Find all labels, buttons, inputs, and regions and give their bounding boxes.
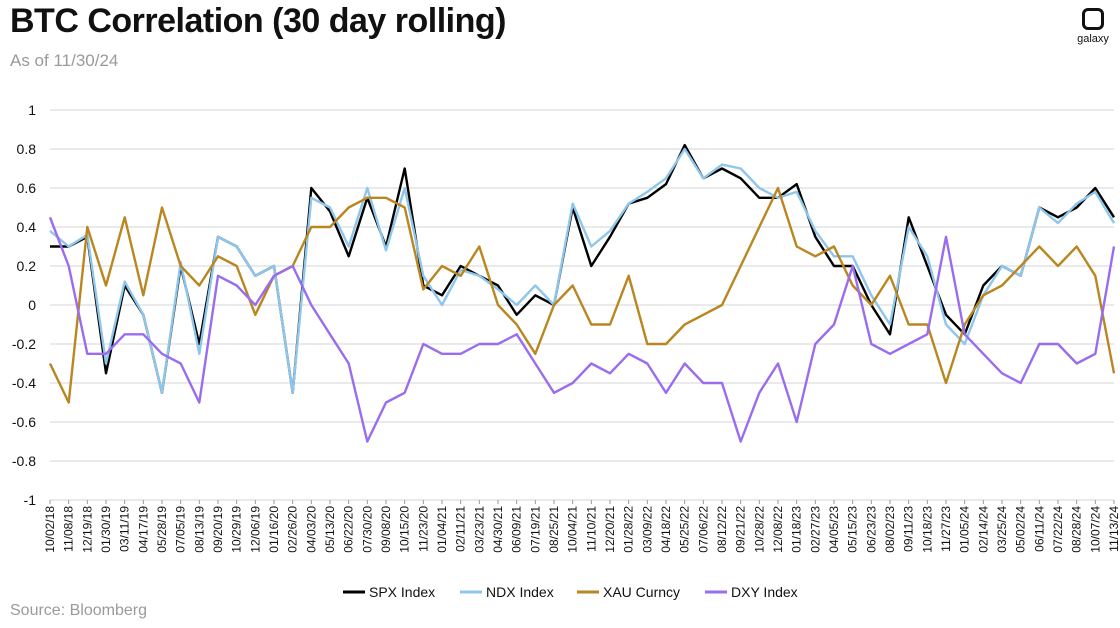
source-note: Source: Bloomberg: [10, 602, 147, 619]
x-tick-label: 09/11/23: [902, 506, 916, 552]
x-tick-label: 01/16/20: [267, 506, 281, 553]
y-tick-label: -0.8: [12, 453, 36, 469]
chart-title: BTC Correlation (30 day rolling): [10, 2, 506, 40]
galaxy-logo-text: galaxy: [1077, 33, 1109, 45]
legend: SPX Index NDX Index XAU Curncy DXY Index: [343, 584, 798, 600]
x-tick-label: 06/09/21: [510, 506, 524, 553]
x-tick-label: 02/14/24: [976, 506, 990, 553]
y-tick-label: 0.8: [17, 141, 37, 157]
x-tick-label: 01/05/24: [958, 506, 972, 553]
y-tick-label: -0.2: [12, 336, 36, 352]
legend-label-xau-curncy: XAU Curncy: [603, 584, 680, 600]
x-tick-label: 11/08/18: [62, 506, 76, 552]
x-tick-label: 11/23/20: [416, 506, 430, 552]
x-tick-label: 01/30/19: [99, 506, 113, 553]
x-tick-label: 06/11/24: [1032, 506, 1046, 552]
y-tick-label: 0.6: [17, 180, 37, 196]
y-tick-label: -1: [24, 492, 37, 508]
y-tick-label: 0.4: [17, 219, 37, 235]
x-tick-label: 03/25/24: [995, 506, 1009, 553]
x-tick-label: 02/11/21: [454, 506, 468, 552]
x-tick-label: 03/11/19: [118, 506, 132, 552]
x-tick-label: 07/06/22: [696, 506, 710, 553]
x-axis-ticks: 10/02/18 11/08/18 12/19/18 01/30/19 03/11/19…: [43, 500, 1120, 553]
x-tick-label: 12/06/19: [248, 506, 262, 553]
x-tick-label: 07/05/19: [174, 506, 188, 553]
legend-label-ndx-index: NDX Index: [486, 584, 554, 600]
legend-label-spx-index: SPX Index: [369, 584, 435, 600]
x-tick-label: 02/27/23: [808, 506, 822, 553]
y-tick-label: 1: [28, 102, 36, 118]
x-tick-label: 08/13/19: [192, 506, 206, 553]
x-tick-label: 03/09/22: [640, 506, 654, 553]
x-tick-label: 08/25/21: [547, 506, 561, 553]
x-tick-label: 09/20/19: [211, 506, 225, 553]
x-tick-label: 10/07/24: [1088, 506, 1102, 553]
x-tick-label: 08/02/23: [883, 506, 897, 553]
y-tick-label: 0: [28, 297, 36, 313]
x-tick-label: 11/10/21: [584, 506, 598, 552]
series-lines: [48, 143, 1116, 443]
x-tick-label: 07/22/24: [1051, 506, 1065, 553]
x-tick-label: 09/21/22: [734, 506, 748, 553]
x-tick-label: 06/23/23: [864, 506, 878, 553]
x-tick-label: 11/13/24: [1107, 506, 1120, 552]
legend-label-dxy-index: DXY Index: [731, 584, 798, 600]
x-tick-label: 02/26/20: [286, 506, 300, 553]
x-tick-label: 10/28/22: [752, 506, 766, 553]
x-tick-label: 10/04/21: [566, 506, 580, 553]
x-tick-label: 06/22/20: [342, 506, 356, 553]
x-tick-label: 07/19/21: [528, 506, 542, 553]
x-tick-label: 10/18/23: [920, 506, 934, 553]
galaxy-logo-icon: [1082, 8, 1104, 30]
x-tick-label: 05/15/23: [846, 506, 860, 553]
x-tick-label: 03/23/21: [472, 506, 486, 553]
x-tick-label: 05/13/20: [323, 506, 337, 553]
x-tick-label: 04/03/20: [304, 506, 318, 553]
x-tick-label: 04/30/21: [491, 506, 505, 553]
x-tick-label: 05/02/24: [1014, 506, 1028, 553]
series-line-dxy-index: [48, 216, 1116, 443]
x-tick-label: 01/04/21: [435, 506, 449, 553]
y-tick-label: -0.6: [12, 414, 36, 430]
chart-subtitle: As of 11/30/24: [10, 51, 119, 70]
x-tick-label: 04/18/22: [659, 506, 673, 553]
x-tick-label: 04/17/19: [136, 506, 150, 553]
x-tick-label: 09/08/20: [379, 506, 393, 553]
x-tick-label: 10/02/18: [43, 506, 57, 553]
x-tick-label: 04/05/23: [827, 506, 841, 553]
y-tick-label: -0.4: [12, 375, 36, 391]
x-tick-label: 05/25/22: [678, 506, 692, 553]
x-tick-label: 12/20/21: [603, 506, 617, 553]
x-tick-label: 08/12/22: [715, 506, 729, 553]
x-tick-label: 01/28/22: [622, 506, 636, 553]
x-tick-label: 11/27/23: [939, 506, 953, 552]
x-tick-label: 07/30/20: [360, 506, 374, 553]
x-tick-label: 12/08/22: [771, 506, 785, 553]
y-tick-label: 0.2: [17, 258, 37, 274]
y-axis-ticks: 1 0.8 0.6 0.4 0.2 0 -0.2 -0.4 -0.6 -0.8 -1: [12, 102, 36, 508]
x-tick-label: 12/19/18: [80, 506, 94, 553]
x-tick-label: 10/29/19: [230, 506, 244, 553]
series-line-xau-curncy: [48, 186, 1116, 404]
x-tick-label: 01/18/23: [790, 506, 804, 553]
x-tick-label: 08/28/24: [1070, 506, 1084, 553]
galaxy-logo: galaxy: [1072, 8, 1114, 45]
x-tick-label: 05/28/19: [155, 506, 169, 553]
x-tick-label: 10/15/20: [398, 506, 412, 553]
